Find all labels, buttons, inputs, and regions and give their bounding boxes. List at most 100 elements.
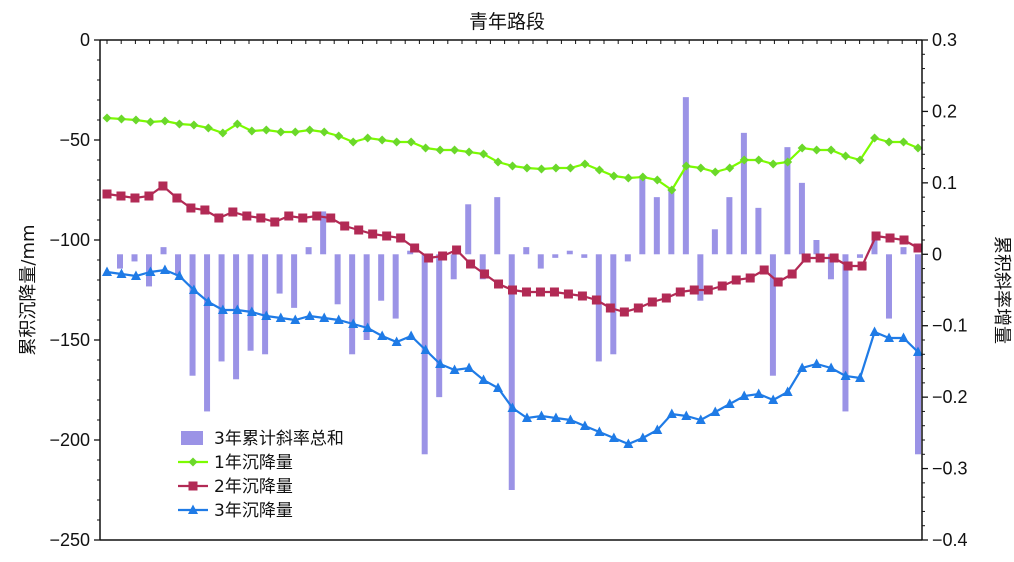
point-triangle bbox=[290, 314, 301, 324]
point-square bbox=[913, 243, 923, 253]
point-triangle bbox=[666, 408, 677, 418]
point-diamond bbox=[102, 113, 112, 123]
point-diamond bbox=[783, 157, 793, 167]
point-square bbox=[633, 303, 643, 313]
point-diamond bbox=[754, 155, 764, 165]
bar bbox=[204, 254, 211, 412]
point-diamond bbox=[508, 161, 517, 171]
point-diamond bbox=[884, 137, 894, 147]
y-tick-label-left: −250 bbox=[49, 530, 90, 550]
point-diamond bbox=[652, 175, 662, 185]
point-triangle bbox=[464, 362, 475, 372]
point-square bbox=[494, 279, 504, 289]
point-triangle bbox=[623, 438, 634, 448]
y-tick-label-left: −100 bbox=[49, 230, 90, 250]
legend-swatch-marker bbox=[188, 457, 198, 467]
point-square bbox=[242, 211, 252, 221]
point-triangle bbox=[753, 388, 764, 398]
point-square bbox=[508, 285, 517, 295]
bar bbox=[697, 254, 704, 301]
point-square bbox=[885, 233, 895, 243]
bar bbox=[856, 254, 863, 258]
point-triangle bbox=[550, 412, 561, 422]
point-square bbox=[759, 265, 769, 275]
point-diamond bbox=[319, 127, 329, 137]
bar bbox=[784, 147, 791, 255]
bar bbox=[291, 254, 298, 308]
point-diamond bbox=[638, 172, 648, 182]
point-diamond bbox=[710, 167, 720, 177]
bar bbox=[262, 254, 269, 355]
point-square bbox=[549, 287, 559, 297]
point-diamond bbox=[565, 163, 575, 173]
bar bbox=[885, 254, 892, 319]
bar bbox=[769, 254, 776, 376]
point-triangle bbox=[130, 270, 141, 280]
bar bbox=[523, 247, 530, 255]
y-tick-label-right: 0.1 bbox=[932, 173, 957, 193]
point-diamond bbox=[218, 128, 228, 138]
point-diamond bbox=[899, 137, 909, 147]
point-triangle bbox=[145, 266, 156, 276]
point-square bbox=[382, 231, 392, 241]
point-diamond bbox=[203, 123, 213, 133]
point-triangle bbox=[348, 318, 359, 328]
point-diamond bbox=[116, 114, 126, 124]
point-diamond bbox=[551, 163, 561, 173]
point-square bbox=[801, 253, 811, 263]
point-square bbox=[214, 213, 224, 223]
point-triangle bbox=[304, 310, 315, 320]
point-diamond bbox=[522, 163, 532, 173]
bar bbox=[740, 132, 747, 255]
bar bbox=[871, 240, 878, 255]
point-diamond bbox=[261, 125, 271, 135]
y-tick-label-left: −50 bbox=[59, 130, 90, 150]
point-square bbox=[144, 191, 154, 201]
bar bbox=[827, 254, 834, 280]
point-square bbox=[717, 281, 727, 291]
point-square bbox=[256, 213, 266, 223]
point-diamond bbox=[174, 119, 184, 129]
point-triangle bbox=[739, 390, 750, 400]
point-triangle bbox=[826, 362, 837, 372]
bar bbox=[653, 197, 660, 255]
point-triangle bbox=[855, 372, 866, 382]
point-diamond bbox=[392, 137, 402, 147]
point-diamond bbox=[377, 135, 387, 145]
point-triangle bbox=[536, 410, 547, 420]
point-diamond bbox=[826, 145, 836, 155]
point-triangle bbox=[898, 332, 909, 342]
point-triangle bbox=[362, 322, 373, 332]
point-triangle bbox=[608, 432, 619, 442]
point-square bbox=[410, 243, 420, 253]
point-square bbox=[158, 181, 168, 191]
bar bbox=[813, 240, 820, 255]
point-square bbox=[200, 205, 210, 215]
point-triangle bbox=[174, 270, 185, 280]
point-square bbox=[675, 287, 685, 297]
bar bbox=[378, 254, 385, 301]
point-triangle bbox=[203, 296, 214, 306]
point-diamond bbox=[913, 143, 923, 153]
point-square bbox=[186, 203, 196, 213]
bar bbox=[320, 211, 327, 255]
point-square bbox=[452, 245, 462, 255]
point-diamond bbox=[681, 161, 691, 171]
bar bbox=[117, 254, 123, 269]
point-diamond bbox=[145, 117, 155, 127]
point-triangle bbox=[565, 414, 576, 424]
legend: 3年累计斜率总和 1年沉降量 2年沉降量 3年沉降量 bbox=[178, 429, 344, 521]
bar bbox=[624, 254, 631, 262]
bar bbox=[450, 254, 457, 280]
point-square bbox=[312, 211, 322, 221]
point-triangle bbox=[391, 336, 402, 346]
bar bbox=[421, 254, 428, 455]
bar bbox=[479, 254, 486, 280]
point-diamond bbox=[189, 120, 199, 130]
y-axis-right-title: 累积斜率增量 bbox=[991, 236, 1012, 344]
bar bbox=[581, 254, 588, 258]
point-triangle bbox=[188, 284, 199, 294]
point-diamond bbox=[450, 145, 460, 155]
bar bbox=[233, 254, 240, 380]
point-square bbox=[703, 285, 713, 295]
